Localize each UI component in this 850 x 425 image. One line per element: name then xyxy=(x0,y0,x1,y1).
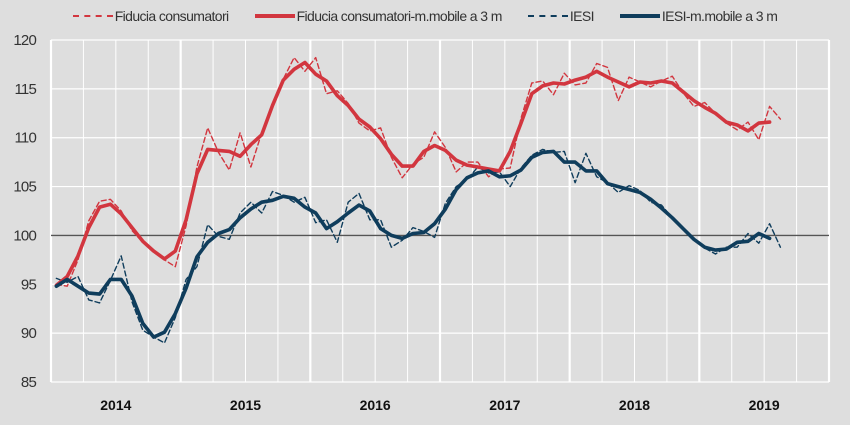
legend-item-fiducia: Fiducia consumatori xyxy=(72,8,229,24)
grid xyxy=(49,39,831,383)
x-tick-label: 2017 xyxy=(489,397,520,413)
x-tick-label: 2014 xyxy=(100,397,131,413)
legend-label: Fiducia consumatori-m.mobile a 3 m xyxy=(296,8,503,24)
y-tick-label: 100 xyxy=(13,227,36,244)
series-line-iesi xyxy=(55,148,782,344)
legend-swatch-solid-red xyxy=(254,14,295,18)
legend-label: IESI-m.mobile a 3 m xyxy=(661,8,778,24)
legend-swatch-dashed-navy xyxy=(527,15,568,17)
series-line-fiducia-consumatori xyxy=(55,56,782,287)
y-tick-label: 95 xyxy=(21,276,37,293)
legend-item-fiducia-ma: Fiducia consumatori-m.mobile a 3 m xyxy=(254,8,503,24)
y-tick-label: 85 xyxy=(21,374,37,391)
legend: Fiducia consumatori Fiducia consumatori-… xyxy=(0,8,850,24)
series-line-iesi-m-mobile-a-3-m xyxy=(54,149,772,339)
legend-label: IESI xyxy=(569,8,595,24)
legend-label: Fiducia consumatori xyxy=(114,8,229,24)
legend-item-iesi: IESI xyxy=(527,8,595,24)
x-tick-label: 2016 xyxy=(360,397,391,413)
x-tick-label: 2019 xyxy=(749,397,780,413)
series-line-fiducia-consumatori-m-mobile-a-3-m xyxy=(54,60,772,288)
y-tick-label: 90 xyxy=(21,325,37,342)
legend-item-iesi-ma: IESI-m.mobile a 3 m xyxy=(619,8,778,24)
y-tick-label: 105 xyxy=(13,179,36,196)
x-tick-label: 2018 xyxy=(619,397,650,413)
legend-swatch-dashed-red xyxy=(72,15,113,17)
y-tick-label: 120 xyxy=(13,32,36,49)
x-axis: 2014 2015 2016 2017 2018 2019 xyxy=(100,397,780,413)
series-lines xyxy=(54,56,782,344)
y-tick-label: 110 xyxy=(14,130,36,147)
x-tick-label: 2015 xyxy=(230,397,261,413)
y-tick-label: 115 xyxy=(14,81,36,98)
legend-swatch-solid-navy xyxy=(619,14,660,18)
y-axis: 85 90 95 100 105 110 115 120 xyxy=(13,32,37,391)
